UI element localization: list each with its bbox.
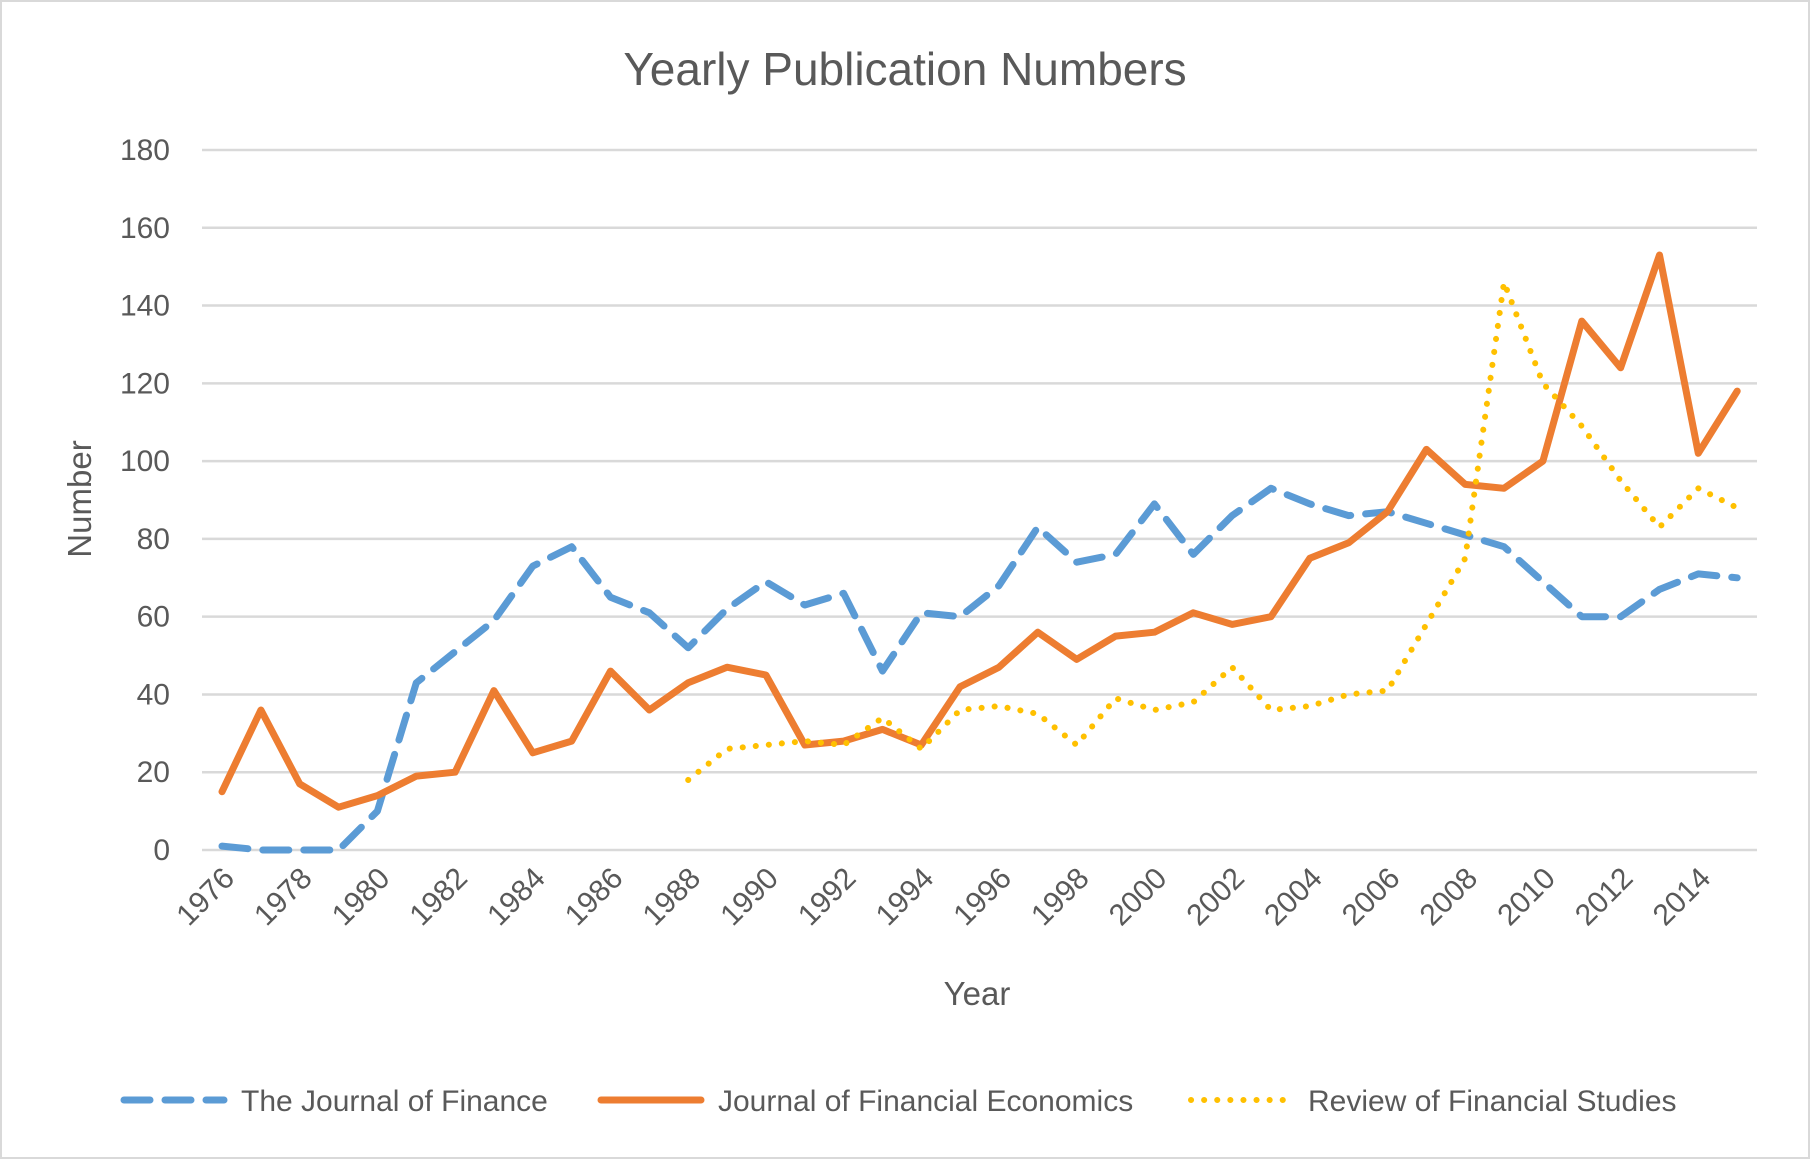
x-tick-label: 2004 xyxy=(1258,862,1329,933)
x-tick-label: 2000 xyxy=(1103,862,1174,933)
x-tick-label: 1982 xyxy=(404,862,475,933)
y-tick-label: 60 xyxy=(137,601,170,634)
x-tick-label: 1986 xyxy=(559,862,630,933)
gridlines xyxy=(202,148,1757,852)
x-tick-label: 2006 xyxy=(1336,862,1407,933)
x-tick-label: 1998 xyxy=(1025,862,1096,933)
x-tick-label: 1988 xyxy=(637,862,708,933)
x-axis-label: Year xyxy=(944,975,1011,1012)
x-axis-ticks: 1976 1978 1980 1982 1984 1986 1988 1990 1992 1994… xyxy=(170,862,1717,933)
x-tick-label: 1996 xyxy=(947,862,1018,933)
legend-label-3: Review of Financial Studies xyxy=(1308,1085,1677,1118)
series-lines xyxy=(218,251,1741,854)
legend-label-2: Journal of Financial Economics xyxy=(718,1085,1133,1118)
y-tick-label: 140 xyxy=(120,290,170,323)
x-tick-label: 1992 xyxy=(792,862,863,933)
x-tick-label: 2010 xyxy=(1491,862,1562,933)
y-tick-label: 20 xyxy=(137,756,170,789)
x-tick-label: 2012 xyxy=(1569,862,1640,933)
x-tick-label: 1978 xyxy=(248,862,319,933)
y-tick-label: 40 xyxy=(137,678,170,711)
x-tick-label: 1990 xyxy=(714,862,785,933)
x-tick-label: 1980 xyxy=(326,862,397,933)
y-tick-label: 100 xyxy=(120,445,170,478)
x-tick-label: 2014 xyxy=(1647,862,1718,933)
y-axis-ticks: 0 20 40 60 80 100 120 140 160 180 xyxy=(120,134,170,867)
legend-label-1: The Journal of Finance xyxy=(241,1085,548,1118)
x-tick-label: 1994 xyxy=(870,862,941,933)
y-tick-label: 120 xyxy=(120,367,170,400)
y-tick-label: 80 xyxy=(137,523,170,556)
series-line-2 xyxy=(218,251,1741,811)
y-tick-label: 160 xyxy=(120,212,170,245)
x-tick-label: 1976 xyxy=(170,862,241,933)
y-tick-label: 180 xyxy=(120,134,170,167)
x-tick-label: 1984 xyxy=(481,862,552,933)
x-tick-label: 2008 xyxy=(1414,862,1485,933)
x-tick-label: 2002 xyxy=(1181,862,1252,933)
y-tick-label: 0 xyxy=(153,834,170,867)
legend: The Journal of Finance Journal of Financi… xyxy=(120,1085,1677,1118)
series-line-3 xyxy=(685,279,1741,783)
y-axis-label: Number xyxy=(61,440,98,557)
chart-title: Yearly Publication Numbers xyxy=(623,43,1186,95)
series-line-1 xyxy=(218,484,1741,854)
